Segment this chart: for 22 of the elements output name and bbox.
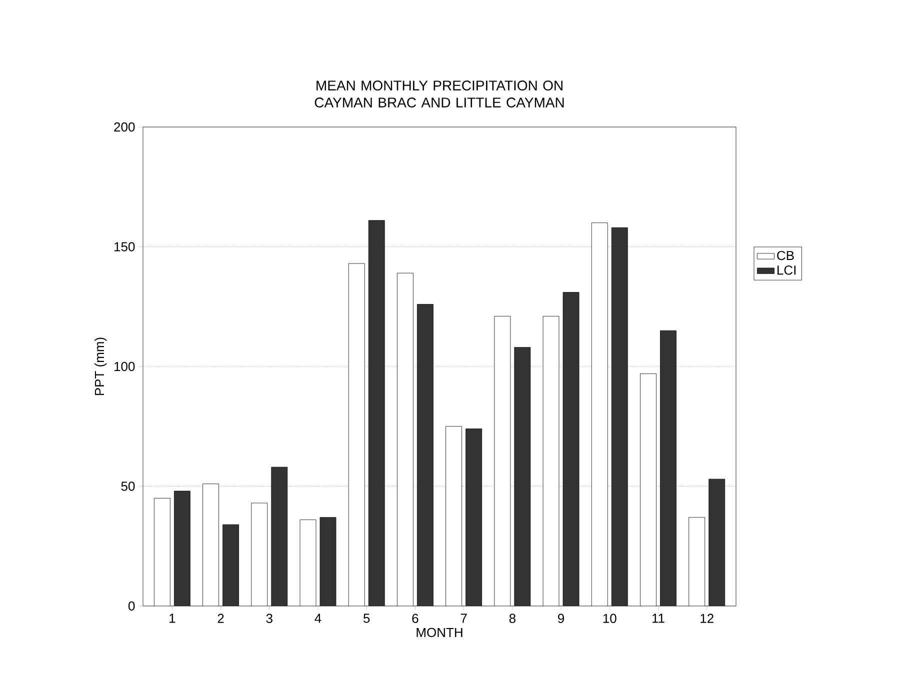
x-tick-label: 8 [509,614,516,624]
legend-label: LCI [778,266,796,275]
x-tick-label: 3 [266,614,272,624]
legend-label: CB [777,250,794,260]
x-tick-label: 5 [364,614,370,623]
x-tick-label: 11 [652,614,664,623]
y-tick-label: 200 [114,122,135,132]
x-tick-label: 6 [412,614,418,624]
x-tick-label: 7 [460,614,467,623]
y-axis-title: PPT (mm) [94,338,107,396]
x-tick-label: 4 [314,614,322,623]
x-tick-label: 12 [700,614,714,623]
y-tick-label: 0 [128,601,135,611]
y-tick-label: 50 [121,482,135,491]
x-axis-title: MONTH [416,628,462,638]
y-tick-label: 100 [114,362,135,372]
x-tick-label: 9 [558,614,564,624]
y-tick-label: 150 [114,242,135,252]
x-tick-label: 1 [170,614,176,623]
chart-title: MEAN MONTHLY PRECIPITATION ON CAYMAN BRAC AND LITTLE CAYMAN [314,80,564,108]
x-tick-label: 10 [603,614,616,624]
x-tick-label: 2 [218,614,224,623]
